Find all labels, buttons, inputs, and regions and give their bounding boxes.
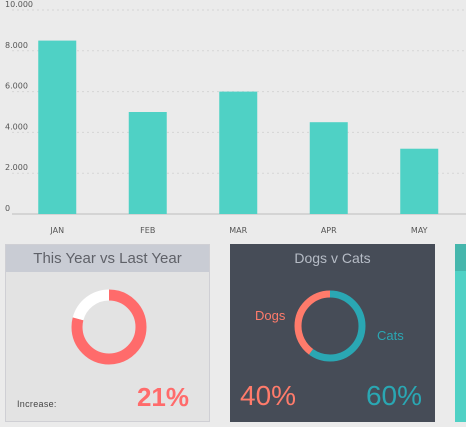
dogs-label: Dogs — [255, 308, 286, 323]
y-tick-label: 10.000 — [5, 0, 33, 9]
bar-jan[interactable] — [38, 40, 77, 214]
dogs-vs-cats-title: Dogs v Cats — [294, 249, 371, 266]
dogs-percentage: 40% — [240, 380, 297, 411]
partial-card-header — [455, 244, 466, 271]
dogs-vs-cats-card: Dogs v Cats Dogs Cats 40% 60% — [230, 244, 435, 422]
x-tick-label: MAR — [229, 226, 247, 235]
cats-percentage: 60% — [365, 380, 422, 411]
bar-may[interactable] — [400, 148, 439, 214]
y-tick-label: 2.000 — [5, 163, 28, 172]
cats-label: Cats — [377, 328, 404, 343]
partial-card — [455, 244, 466, 422]
y-tick-label: 6.000 — [5, 82, 28, 91]
year-comparison-header: This Year vs Last Year — [6, 245, 209, 272]
bar-apr[interactable] — [309, 122, 348, 214]
year-comparison-title: This Year vs Last Year — [33, 250, 182, 267]
year-comparison-donut — [71, 289, 147, 365]
x-tick-label: MAY — [411, 226, 428, 235]
dogs-vs-cats-header: Dogs v Cats — [230, 244, 435, 271]
monthly-bar-chart: 0 2.000 4.000 6.000 8.000 10.000 JAN FEB MAR APR M… — [5, 0, 466, 235]
increase-label: Increase: — [17, 399, 57, 409]
year-comparison-card: This Year vs Last Year Increase: 21% — [5, 244, 210, 422]
bar-feb[interactable] — [128, 112, 167, 214]
increase-value: 21% — [136, 382, 189, 412]
x-tick-label: JAN — [49, 226, 64, 235]
x-tick-label: APR — [321, 226, 337, 235]
y-tick-label: 0 — [5, 204, 10, 213]
x-tick-label: FEB — [140, 226, 155, 235]
bar-mar[interactable] — [219, 91, 258, 214]
y-tick-label: 4.000 — [5, 122, 28, 131]
dogs-vs-cats-donut — [294, 290, 366, 362]
y-tick-label: 8.000 — [5, 41, 28, 50]
donut-segment-dogs — [294, 290, 366, 362]
donut-segment-remainder — [71, 289, 147, 365]
